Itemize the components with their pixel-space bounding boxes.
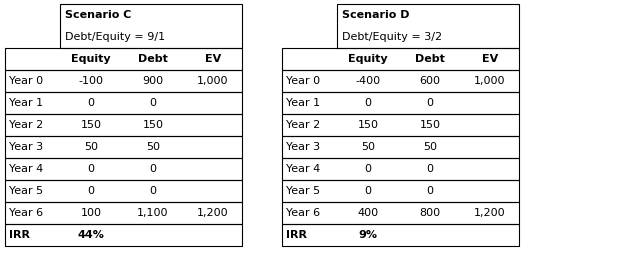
Text: Year 2: Year 2 <box>286 120 320 130</box>
Text: 0: 0 <box>426 186 433 196</box>
Bar <box>5 70 242 92</box>
Text: Year 4: Year 4 <box>9 164 44 174</box>
Text: Year 3: Year 3 <box>9 142 43 152</box>
Text: 50: 50 <box>423 142 437 152</box>
Text: Debt: Debt <box>415 54 445 64</box>
Bar <box>337 4 519 48</box>
Text: Year 5: Year 5 <box>9 186 43 196</box>
Text: 1,200: 1,200 <box>197 208 229 218</box>
Bar <box>5 92 242 114</box>
Text: 50: 50 <box>146 142 160 152</box>
Text: 0: 0 <box>88 98 95 108</box>
Text: Year 1: Year 1 <box>286 98 320 108</box>
Text: 9%: 9% <box>358 230 378 240</box>
Text: 150: 150 <box>81 120 102 130</box>
Text: Scenario C: Scenario C <box>65 10 131 20</box>
Text: EV: EV <box>205 54 221 64</box>
Text: 50: 50 <box>84 142 98 152</box>
Text: 1,200: 1,200 <box>474 208 506 218</box>
Text: 150: 150 <box>419 120 440 130</box>
Text: 0: 0 <box>365 164 371 174</box>
Text: IRR: IRR <box>9 230 30 240</box>
Text: 100: 100 <box>81 208 102 218</box>
Bar <box>282 224 519 246</box>
Text: Year 5: Year 5 <box>286 186 320 196</box>
Text: Year 6: Year 6 <box>9 208 43 218</box>
Text: Year 0: Year 0 <box>9 76 43 86</box>
Bar <box>282 136 519 158</box>
Text: 44%: 44% <box>77 230 104 240</box>
Text: 0: 0 <box>88 164 95 174</box>
Bar <box>5 224 242 246</box>
Text: 0: 0 <box>88 186 95 196</box>
Text: 1,000: 1,000 <box>474 76 506 86</box>
Text: 0: 0 <box>150 98 157 108</box>
Bar <box>282 180 519 202</box>
Bar <box>282 202 519 224</box>
Text: Debt/Equity = 9/1: Debt/Equity = 9/1 <box>65 32 165 42</box>
Text: 1,100: 1,100 <box>137 208 169 218</box>
Text: 600: 600 <box>419 76 440 86</box>
Bar <box>5 180 242 202</box>
Text: 150: 150 <box>358 120 378 130</box>
Text: EV: EV <box>482 54 498 64</box>
Bar <box>60 4 242 48</box>
Text: 150: 150 <box>143 120 163 130</box>
Text: 0: 0 <box>150 186 157 196</box>
Bar <box>5 136 242 158</box>
Bar <box>5 158 242 180</box>
Bar <box>282 70 519 92</box>
Text: 0: 0 <box>150 164 157 174</box>
Text: -100: -100 <box>79 76 104 86</box>
Text: 1,000: 1,000 <box>197 76 228 86</box>
Text: 900: 900 <box>143 76 164 86</box>
Text: Debt/Equity = 3/2: Debt/Equity = 3/2 <box>342 32 442 42</box>
Text: 0: 0 <box>365 98 371 108</box>
Text: Debt: Debt <box>138 54 168 64</box>
Text: -400: -400 <box>355 76 381 86</box>
Text: 0: 0 <box>365 186 371 196</box>
Text: 400: 400 <box>357 208 379 218</box>
Text: Year 4: Year 4 <box>286 164 320 174</box>
Bar <box>282 92 519 114</box>
Bar <box>282 48 519 70</box>
Text: Year 0: Year 0 <box>286 76 320 86</box>
Text: Equity: Equity <box>348 54 388 64</box>
Text: Equity: Equity <box>71 54 111 64</box>
Text: 800: 800 <box>419 208 440 218</box>
Text: Scenario D: Scenario D <box>342 10 410 20</box>
Bar <box>5 114 242 136</box>
Text: IRR: IRR <box>286 230 307 240</box>
Bar <box>5 202 242 224</box>
Text: Year 6: Year 6 <box>286 208 320 218</box>
Text: 0: 0 <box>426 164 433 174</box>
Text: Year 3: Year 3 <box>286 142 320 152</box>
Text: 50: 50 <box>361 142 375 152</box>
Text: Year 2: Year 2 <box>9 120 44 130</box>
Bar <box>5 48 242 70</box>
Text: 0: 0 <box>426 98 433 108</box>
Text: Year 1: Year 1 <box>9 98 43 108</box>
Bar <box>282 158 519 180</box>
Bar <box>282 114 519 136</box>
